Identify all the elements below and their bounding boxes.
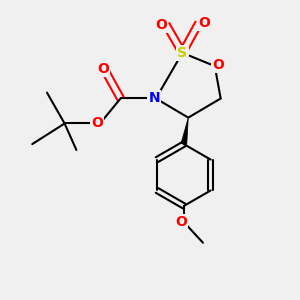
- Text: O: O: [91, 116, 103, 130]
- Text: O: O: [175, 215, 187, 229]
- Text: O: O: [97, 62, 109, 76]
- Text: O: O: [155, 18, 167, 32]
- Text: O: O: [212, 58, 224, 72]
- Text: N: N: [148, 92, 160, 106]
- Text: S: S: [177, 46, 188, 60]
- Text: O: O: [198, 16, 210, 30]
- Polygon shape: [181, 118, 188, 145]
